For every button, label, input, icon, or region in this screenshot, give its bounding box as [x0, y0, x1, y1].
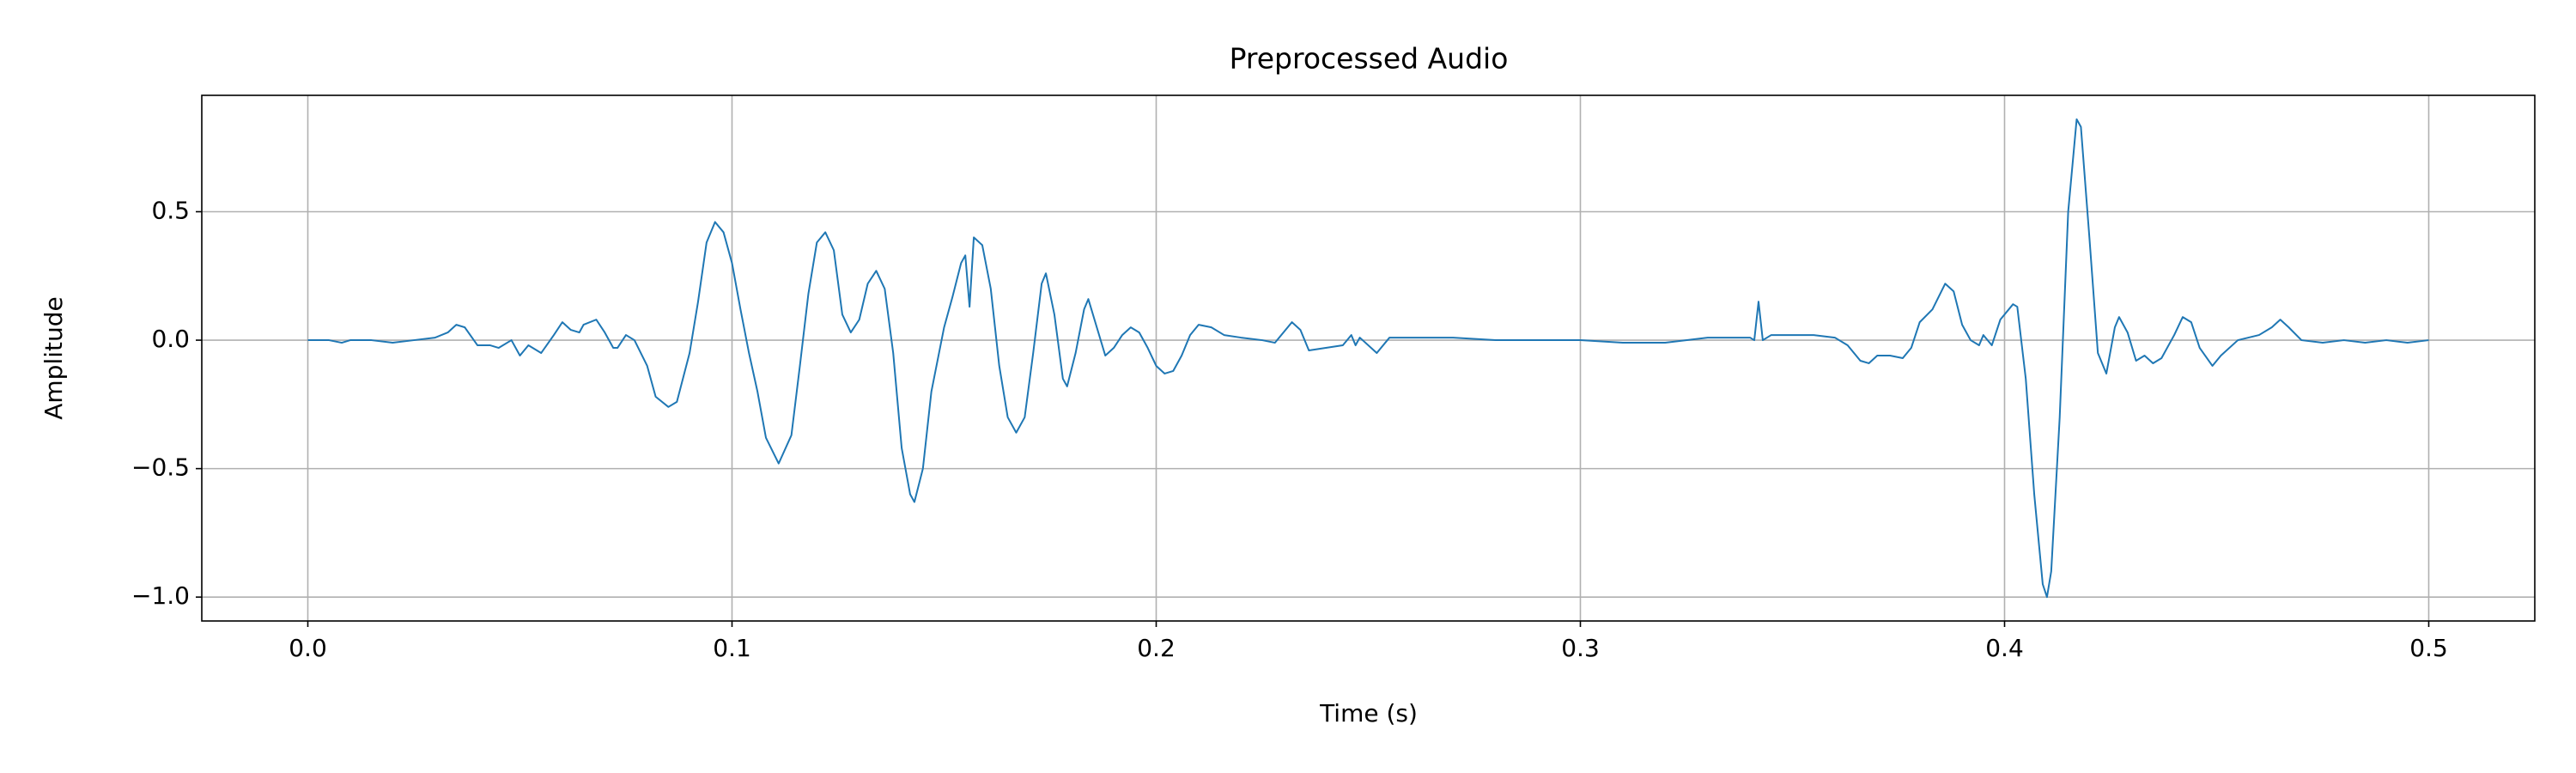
y-tick-label: −1.0	[131, 581, 190, 610]
x-tick-label: 0.4	[1985, 634, 2024, 662]
y-tick-label: 0.0	[151, 325, 190, 353]
chart-title: Preprocessed Audio	[1230, 42, 1509, 76]
x-tick-label: 0.2	[1137, 634, 1176, 662]
x-tick-label: 0.3	[1561, 634, 1600, 662]
x-tick-label: 0.0	[289, 634, 327, 662]
plot-frame	[201, 94, 2536, 622]
y-tick-label: −0.5	[131, 453, 190, 482]
y-tick-label: 0.5	[151, 197, 190, 225]
x-axis-label: Time (s)	[1319, 699, 1418, 727]
x-tick-label: 0.5	[2409, 634, 2448, 662]
x-tick-label: 0.1	[713, 634, 751, 662]
y-axis-label: Amplitude	[39, 296, 68, 420]
waveform-line	[307, 118, 2429, 599]
